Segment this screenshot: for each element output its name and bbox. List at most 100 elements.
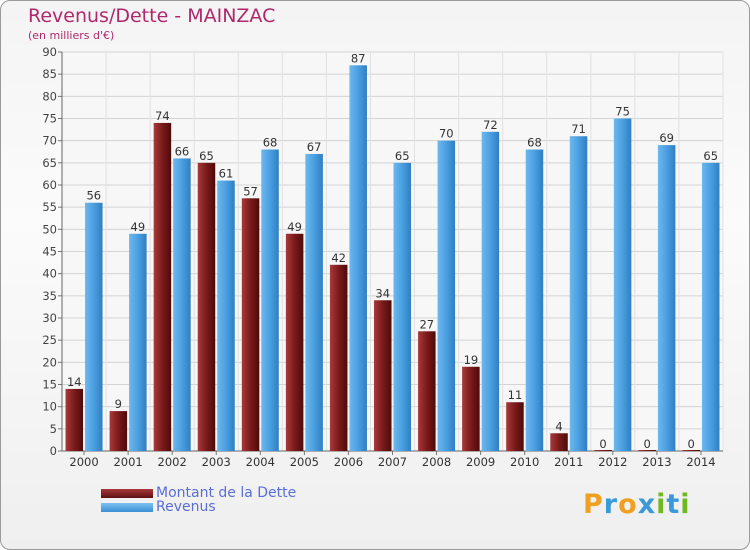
data-label: 34: [375, 286, 390, 300]
bar-debt: [638, 450, 656, 451]
bar-revenus: [173, 158, 191, 451]
data-label: 65: [199, 149, 214, 163]
x-tick-label: 2002: [158, 455, 187, 469]
logo-letter: r: [603, 489, 619, 520]
data-label: 4: [555, 419, 562, 433]
data-label: 56: [86, 189, 101, 203]
data-label: 68: [263, 136, 278, 150]
data-label: 49: [287, 220, 302, 234]
x-tick-label: 2010: [510, 455, 539, 469]
x-tick-label: 2004: [246, 455, 275, 469]
data-label: 11: [508, 388, 523, 402]
bar-debt: [462, 366, 480, 451]
legend-item-revenus: Revenus: [101, 499, 296, 515]
data-label: 27: [419, 317, 434, 331]
bar-debt: [374, 300, 392, 451]
bar-revenus: [305, 153, 323, 451]
bar-debt: [329, 264, 348, 451]
y-tick-label: 70: [42, 134, 57, 148]
data-label: 42: [331, 251, 346, 265]
y-tick-label: 40: [42, 267, 57, 281]
y-tick-label: 15: [42, 378, 57, 392]
bar-revenus: [657, 145, 676, 451]
chart-legend: Montant de la Dette Revenus: [101, 485, 297, 515]
bar-debt: [197, 162, 216, 452]
y-tick-label: 20: [42, 355, 57, 369]
bar-revenus: [217, 180, 235, 452]
bar-debt: [241, 198, 260, 451]
y-tick-label: 65: [42, 156, 57, 170]
y-tick-label: 25: [42, 333, 57, 347]
x-tick-label: 2000: [69, 455, 98, 469]
chart-title: Revenus/Dette - MAINZAC: [28, 5, 276, 27]
data-label: 72: [483, 118, 498, 132]
chart-subtitle: (en milliers d'€): [28, 29, 115, 42]
data-label: 0: [643, 437, 650, 451]
x-tick-label: 2014: [686, 455, 715, 469]
x-tick-label: 2011: [554, 455, 583, 469]
y-tick-label: 75: [42, 112, 57, 126]
bar-debt: [65, 388, 84, 451]
data-label: 65: [703, 149, 718, 163]
data-label: 87: [351, 51, 366, 65]
logo-letter: t: [666, 489, 681, 520]
x-tick-label: 2003: [202, 455, 231, 469]
bar-debt: [153, 122, 172, 451]
data-label: 69: [659, 131, 674, 145]
data-label: 67: [307, 140, 322, 154]
y-tick-label: 10: [42, 400, 57, 414]
bar-revenus: [129, 233, 147, 451]
data-label: 71: [571, 122, 586, 136]
y-tick-label: 30: [42, 311, 57, 325]
x-tick-label: 2009: [466, 455, 495, 469]
x-tick-label: 2008: [422, 455, 451, 469]
bar-revenus: [349, 65, 367, 452]
bar-revenus: [525, 149, 544, 452]
x-tick-label: 2013: [642, 455, 671, 469]
bar-debt: [550, 433, 568, 451]
bar-revenus: [613, 118, 632, 451]
logo-letter: x: [637, 489, 657, 520]
x-tick-label: 2012: [598, 455, 627, 469]
logo-letter: i: [656, 489, 667, 520]
data-label: 57: [243, 184, 258, 198]
bar-revenus: [393, 162, 411, 452]
bar-debt: [682, 450, 700, 451]
data-label: 66: [175, 144, 190, 158]
data-label: 14: [67, 375, 82, 389]
y-tick-label: 0: [50, 444, 57, 458]
y-tick-label: 85: [42, 67, 57, 81]
data-label: 9: [115, 397, 122, 411]
bar-revenus: [85, 202, 103, 451]
logo-letter: P: [583, 489, 604, 520]
y-tick-label: 35: [42, 289, 57, 303]
y-tick-label: 80: [42, 89, 57, 103]
y-tick-label: 50: [42, 222, 57, 236]
data-label: 68: [527, 136, 542, 150]
bar-revenus: [261, 149, 279, 452]
bar-revenus: [437, 140, 456, 451]
y-tick-label: 55: [42, 200, 57, 214]
y-tick-label: 45: [42, 245, 57, 259]
legend-swatch-revenus: [101, 502, 153, 512]
x-tick-label: 2001: [113, 455, 142, 469]
bar-debt: [285, 233, 304, 451]
legend-label-revenus: Revenus: [156, 499, 216, 515]
legend-item-debt: Montant de la Dette: [101, 485, 297, 501]
bar-debt: [418, 331, 436, 451]
proxiti-logo: Proxiti: [583, 489, 691, 520]
data-label: 49: [131, 220, 146, 234]
legend-swatch-debt: [101, 488, 153, 498]
bar-revenus: [569, 136, 588, 451]
x-tick-label: 2005: [290, 455, 319, 469]
data-label: 19: [464, 353, 479, 367]
logo-letter: i: [680, 489, 691, 520]
y-tick-label: 5: [50, 422, 57, 436]
legend-label-debt: Montant de la Dette: [156, 485, 297, 501]
logo-letter: o: [618, 489, 638, 520]
bar-revenus: [701, 162, 720, 452]
data-label: 74: [155, 109, 170, 123]
data-label: 70: [439, 127, 454, 141]
bar-debt: [506, 402, 524, 451]
